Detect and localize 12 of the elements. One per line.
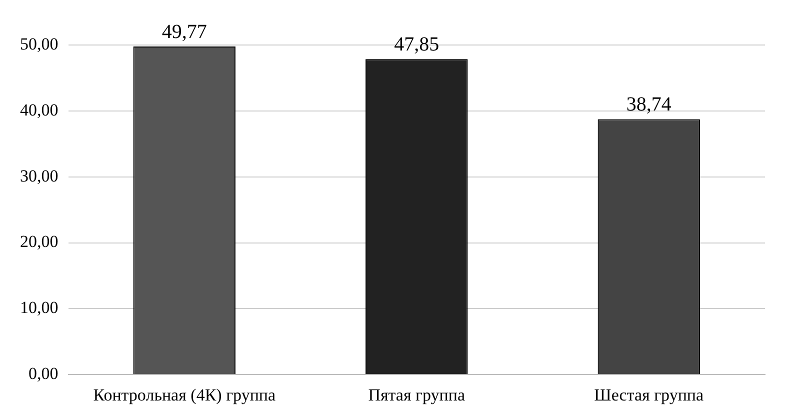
y-tick-label: 30,00 <box>20 166 58 186</box>
x-tick-label: Шестая группа <box>594 385 704 404</box>
y-tick-label: 40,00 <box>20 100 58 120</box>
y-tick-label: 20,00 <box>20 232 58 252</box>
data-label: 49,77 <box>162 20 207 43</box>
data-label: 47,85 <box>394 33 440 56</box>
data-label: 38,74 <box>626 93 672 116</box>
y-tick-label: 50,00 <box>20 34 58 54</box>
x-tick-label: Пятая группа <box>368 385 466 404</box>
y-tick-label: 0,00 <box>28 364 58 384</box>
y-tick-label: 10,00 <box>20 298 58 318</box>
x-tick-label: Контрольная (4К) группа <box>93 385 276 404</box>
